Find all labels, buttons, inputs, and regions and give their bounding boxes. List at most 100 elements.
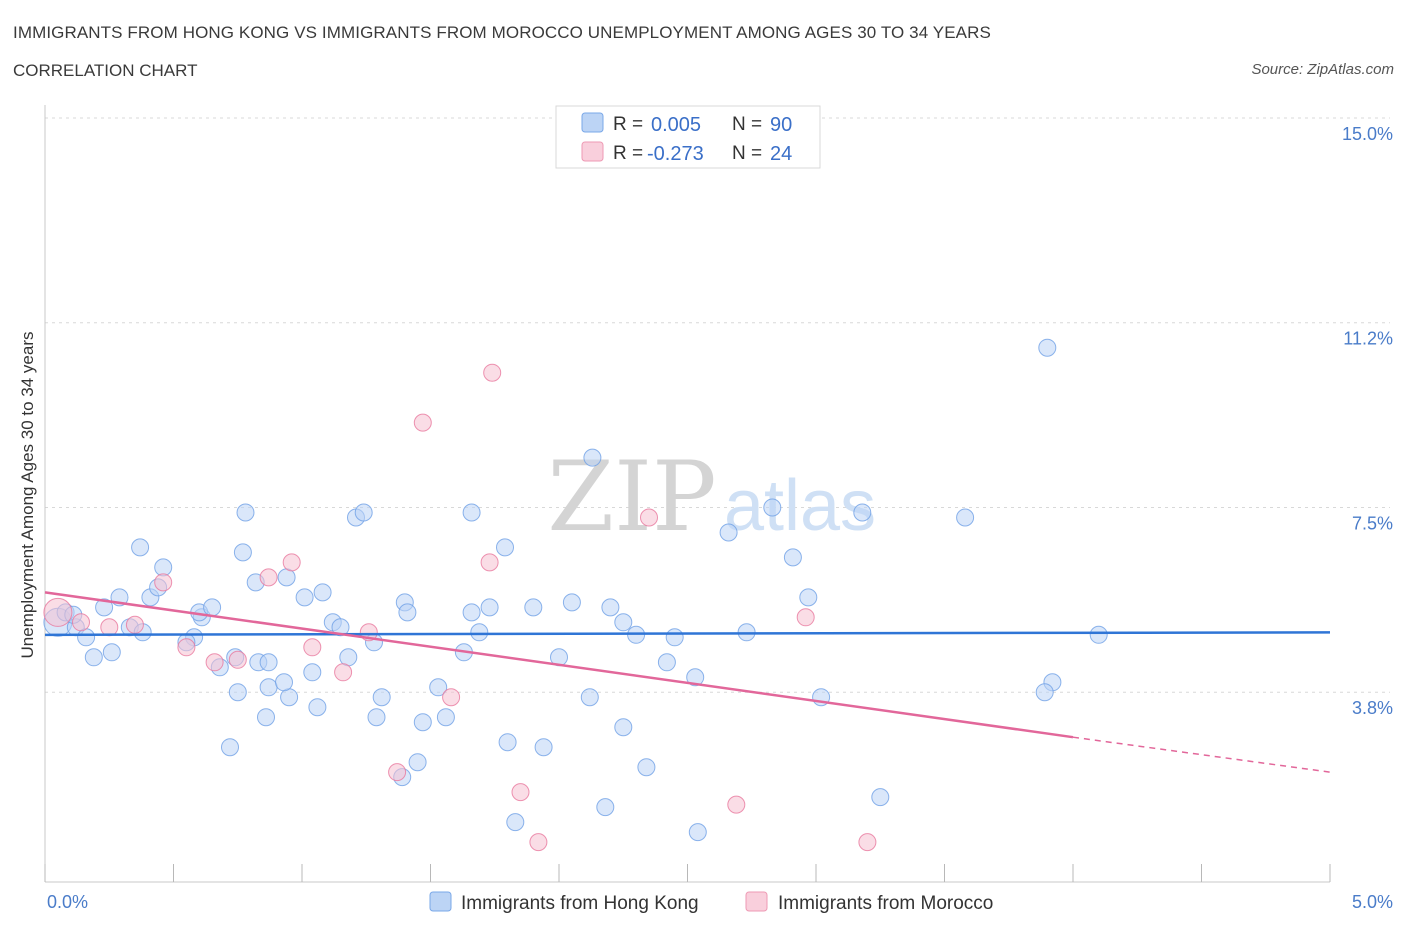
y-tick-label: 7.5%: [1352, 513, 1393, 533]
point-morocco: [100, 618, 119, 637]
point-morocco: [640, 508, 658, 527]
point-morocco: [43, 597, 73, 627]
point-morocco: [125, 615, 144, 634]
point-hongkong: [853, 503, 872, 522]
trend-line-morocco-projection: [1072, 736, 1331, 773]
y-tick-label: 15.0%: [1342, 124, 1393, 144]
point-hongkong: [131, 538, 150, 557]
point-hongkong: [614, 718, 633, 737]
point-hongkong: [601, 598, 620, 617]
point-hongkong: [614, 613, 633, 632]
point-hongkong: [259, 678, 278, 697]
point-hongkong: [398, 603, 417, 622]
point-morocco: [72, 613, 90, 632]
point-morocco: [727, 795, 746, 814]
point-hongkong: [871, 788, 890, 807]
point-morocco: [442, 688, 461, 707]
trend-line-hongkong: [44, 631, 1331, 637]
point-morocco: [858, 833, 877, 852]
point-hongkong: [534, 738, 553, 757]
point-hongkong: [233, 543, 252, 562]
stats-n-label-morocco: N =: [732, 143, 762, 164]
stats-n-label-hongkong: N =: [732, 114, 762, 135]
point-hongkong: [154, 558, 173, 577]
point-hongkong: [799, 588, 818, 607]
grid: [45, 117, 1390, 693]
point-hongkong: [436, 708, 455, 727]
point-hongkong: [303, 663, 322, 682]
point-hongkong: [102, 643, 121, 662]
axes: 3.8% 7.5% 11.2% 15.0% 0.0% 5.0%: [44, 105, 1393, 912]
stats-n-value-hongkong: 90: [770, 114, 792, 136]
point-hongkong: [354, 503, 373, 522]
series-legend: Immigrants from Hong Kong Immigrants fro…: [429, 891, 993, 914]
point-hongkong: [580, 688, 599, 707]
y-tick-label: 3.8%: [1352, 698, 1393, 718]
trend-lines: [44, 591, 1331, 773]
chart-subtitle: CORRELATION CHART: [13, 61, 198, 80]
watermark: ZIP atlas: [547, 441, 876, 553]
stats-r-label-hongkong: R =: [613, 114, 643, 135]
point-hongkong: [657, 653, 676, 672]
point-hongkong: [313, 583, 332, 602]
y-axis-label: Unemployment Among Ages 30 to 34 years: [18, 332, 37, 659]
point-hongkong: [637, 758, 656, 777]
point-hongkong: [203, 598, 222, 617]
point-morocco: [303, 638, 322, 657]
x-tick-label: 0.0%: [47, 892, 88, 912]
stats-swatch-morocco: [581, 141, 604, 162]
stats-swatch-hongkong: [581, 112, 604, 133]
point-hongkong: [95, 598, 114, 617]
source-label: Source: ZipAtlas.com: [1251, 61, 1394, 78]
watermark-atlas: atlas: [724, 466, 876, 546]
point-morocco: [483, 363, 502, 382]
point-hongkong: [77, 628, 96, 647]
point-hongkong: [596, 798, 615, 817]
point-morocco: [154, 573, 173, 592]
stats-r-value-hongkong: 0.005: [651, 114, 701, 136]
point-hongkong: [367, 708, 386, 727]
chart-title: IMMIGRANTS FROM HONG KONG VS IMMIGRANTS …: [13, 23, 991, 42]
point-morocco: [480, 553, 499, 572]
stats-r-label-morocco: R =: [613, 143, 643, 164]
point-hongkong: [275, 673, 293, 692]
point-hongkong: [719, 523, 738, 542]
point-hongkong: [688, 823, 707, 842]
point-hongkong: [257, 708, 275, 727]
legend-label-hongkong: Immigrants from Hong Kong: [461, 893, 699, 914]
point-hongkong: [259, 653, 278, 672]
point-hongkong: [956, 508, 975, 527]
point-hongkong: [277, 568, 296, 587]
point-hongkong: [462, 603, 481, 622]
point-hongkong: [1089, 625, 1108, 644]
point-morocco: [259, 568, 278, 587]
point-morocco: [228, 650, 247, 669]
point-hongkong: [228, 683, 247, 702]
stats-legend: R = 0.005 N = 90 R = -0.273 N = 24: [555, 105, 821, 169]
point-morocco: [413, 413, 432, 432]
point-morocco: [796, 608, 815, 627]
point-hongkong: [763, 498, 782, 517]
watermark-zip: ZIP: [547, 441, 716, 553]
point-hongkong: [413, 713, 432, 732]
legend-swatch-morocco: [745, 891, 768, 912]
x-tick-label: 5.0%: [1352, 892, 1393, 912]
point-morocco: [177, 638, 196, 657]
point-hongkong: [462, 503, 481, 522]
point-morocco: [205, 653, 224, 672]
trend-line-morocco: [44, 591, 1074, 739]
legend-label-morocco: Immigrants from Morocco: [778, 893, 993, 914]
point-hongkong: [583, 448, 602, 467]
point-morocco: [529, 833, 548, 852]
stats-r-value-morocco: -0.273: [647, 143, 704, 165]
point-hongkong: [496, 538, 514, 557]
point-hongkong: [84, 648, 103, 667]
point-hongkong: [470, 623, 489, 642]
point-hongkong: [339, 648, 358, 667]
point-hongkong: [506, 813, 525, 832]
point-hongkong: [783, 548, 802, 567]
point-morocco: [334, 663, 353, 682]
point-hongkong: [1038, 338, 1057, 357]
point-hongkong: [498, 733, 517, 752]
